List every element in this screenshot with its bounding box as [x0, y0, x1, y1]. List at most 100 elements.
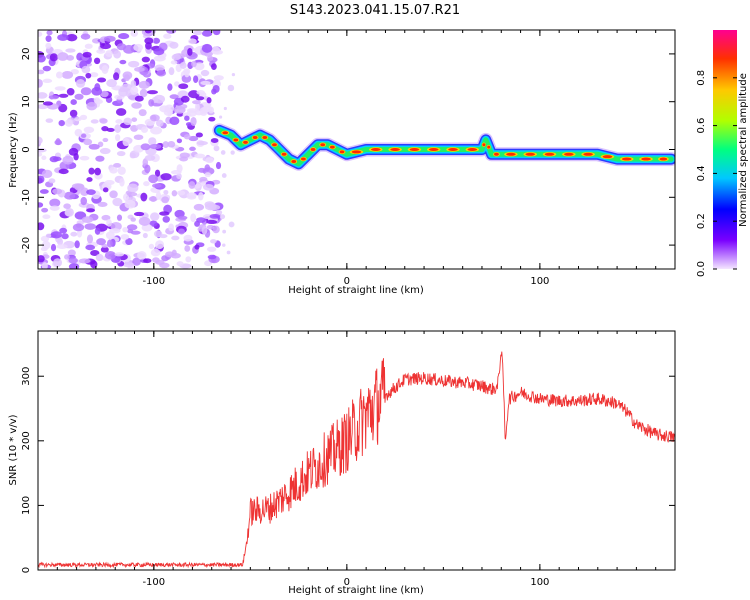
noise-blob: [154, 64, 165, 72]
spectrogram-xlabel: Height of straight line (km): [288, 285, 424, 296]
noise-blob: [138, 216, 151, 226]
noise-blob: [153, 94, 165, 104]
noise-blob: [200, 80, 211, 86]
noise-blob: [128, 95, 136, 100]
noise-blob: [212, 30, 221, 36]
noise-blob: [95, 155, 105, 162]
spectrogram-xtick-label: 100: [530, 276, 549, 287]
ridge-peak: [351, 150, 362, 154]
ridge-peak: [390, 148, 400, 151]
ridge-peak: [272, 143, 277, 147]
noise-blob: [208, 116, 216, 122]
ridge-peak: [222, 131, 229, 135]
noise-blob: [210, 138, 219, 144]
ridge-peak: [641, 157, 651, 161]
noise-blob: [195, 96, 205, 101]
noise-blob: [178, 83, 189, 90]
noise-blob: [104, 250, 116, 260]
noise-blob: [38, 54, 46, 63]
noise-blob: [211, 88, 217, 95]
noise-blob: [174, 81, 180, 87]
spectrogram-xtick-label: 0: [344, 276, 350, 287]
noise-blob: [81, 65, 91, 74]
ridge-peak: [329, 145, 335, 149]
snr-line: [38, 351, 675, 569]
noise-blob: [63, 203, 71, 209]
spectrogram-ytick-label: -10: [21, 189, 32, 205]
noise-blob: [176, 138, 183, 144]
noise-blob: [131, 117, 138, 122]
noise-blob: [116, 214, 123, 221]
noise-blob: [186, 192, 197, 199]
noise-blob: [38, 92, 48, 99]
noise-blob: [53, 258, 63, 268]
noise-blob: [104, 180, 115, 186]
noise-blob: [144, 30, 152, 34]
noise-blob: [45, 35, 52, 43]
noise-blob: [109, 190, 118, 199]
noise-blob: [130, 217, 136, 222]
noise-blob: [176, 173, 182, 180]
noise-blob: [187, 48, 193, 56]
noise-blob: [101, 126, 109, 132]
noise-blob: [78, 258, 91, 264]
noise-blob: [215, 210, 223, 215]
noise-blob: [191, 60, 197, 68]
noise-blob: [207, 254, 217, 260]
noise-blob: [113, 72, 120, 81]
noise-blob: [171, 190, 178, 197]
noise-blob: [170, 170, 182, 175]
noise-blob: [206, 224, 215, 230]
noise-blob: [129, 152, 136, 159]
noise-blob: [80, 196, 88, 206]
noise-blob: [38, 152, 43, 157]
noise-blob: [162, 215, 170, 223]
noise-blob: [88, 167, 95, 175]
noise-blob: [100, 90, 109, 98]
snr-frame: [37, 330, 676, 571]
noise-blob: [66, 88, 75, 96]
colorbar-gradient: [713, 30, 737, 269]
noise-blob: [63, 191, 76, 200]
noise-blob: [61, 233, 69, 240]
noise-blob: [57, 52, 69, 61]
noise-blob: [57, 34, 69, 41]
noise-blob: [201, 30, 213, 37]
noise-blob: [166, 30, 177, 34]
ridge-peak: [320, 143, 326, 147]
noise-blob: [204, 164, 211, 172]
noise-blob: [184, 115, 190, 121]
noise-blob: [94, 167, 102, 176]
noise-blob: [74, 117, 82, 122]
noise-blob: [133, 134, 144, 140]
noise-blob: [118, 33, 130, 40]
noise-blob: [220, 214, 226, 220]
noise-blob: [163, 204, 173, 214]
noise-blob: [90, 119, 99, 124]
noise-blob: [58, 93, 69, 98]
noise-blob: [49, 53, 58, 62]
noise-blob: [148, 137, 157, 146]
noise-blob: [138, 80, 150, 89]
ridge-peak: [506, 152, 516, 156]
noise-blob: [154, 169, 161, 177]
noise-blob: [196, 141, 208, 146]
noise-blob: [38, 78, 43, 88]
noise-blob: [167, 83, 173, 91]
noise-blob: [82, 51, 92, 58]
noise-blob: [176, 190, 186, 196]
ridge-peak: [583, 152, 593, 156]
noise-blob: [207, 55, 214, 62]
noise-blob: [198, 192, 204, 201]
noise-blob: [130, 230, 141, 235]
noise-blob: [130, 86, 139, 95]
noise-blob: [100, 246, 109, 253]
noise-blob: [192, 30, 203, 36]
ridge-peak: [467, 148, 478, 151]
noise-blob: [209, 213, 221, 219]
noise-blob: [206, 219, 218, 225]
noise-blob: [109, 166, 118, 174]
noise-blob: [52, 188, 63, 195]
noise-blob: [194, 220, 201, 227]
